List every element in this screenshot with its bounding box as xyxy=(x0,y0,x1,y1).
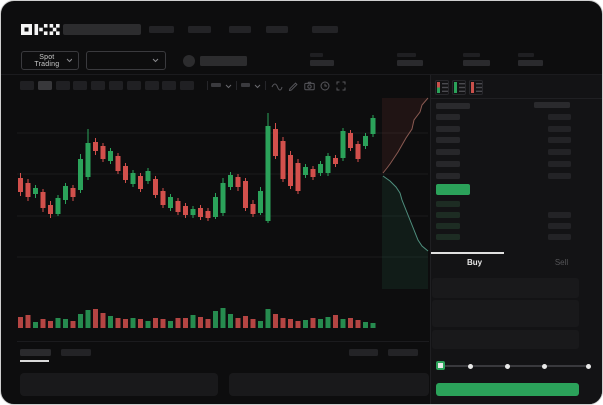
price-field[interactable] xyxy=(432,300,579,327)
timeframe-button[interactable] xyxy=(91,81,106,90)
ask-row[interactable] xyxy=(431,149,602,157)
bid-amount-placeholder xyxy=(548,212,571,218)
draw-icon[interactable] xyxy=(288,81,298,91)
bid-price-placeholder xyxy=(436,223,460,229)
nav-item[interactable] xyxy=(229,26,251,33)
bid-price-placeholder xyxy=(436,234,460,240)
amount-slider-stop[interactable] xyxy=(467,363,473,369)
ticker-stat-value xyxy=(518,60,543,66)
ask-price-placeholder xyxy=(436,160,460,167)
timeframe-button[interactable] xyxy=(55,81,70,90)
ask-row[interactable] xyxy=(431,137,602,145)
price-column-header xyxy=(436,103,470,109)
ticker-stat-value xyxy=(463,60,490,66)
ask-amount-placeholder xyxy=(548,137,571,144)
ask-price-placeholder xyxy=(436,125,460,132)
ticker-stat-value xyxy=(310,60,334,66)
timeframe-button[interactable] xyxy=(37,81,52,90)
nav-item[interactable] xyxy=(149,26,174,33)
indicator-wave-icon[interactable] xyxy=(271,82,283,91)
ask-amount-placeholder xyxy=(548,125,571,132)
nav-item[interactable] xyxy=(188,26,211,33)
order-type-field[interactable] xyxy=(432,278,579,298)
candle-style-dropdown[interactable] xyxy=(211,83,221,87)
nav-item[interactable] xyxy=(266,26,288,33)
bid-row[interactable] xyxy=(431,212,602,220)
timeframe-button[interactable] xyxy=(180,81,195,90)
tab-sell[interactable]: Sell xyxy=(554,258,569,267)
amount-slider-stop[interactable] xyxy=(504,363,510,369)
orderbook-panel: Buy Sell xyxy=(430,75,602,404)
amount-slider-stop[interactable] xyxy=(541,363,547,369)
ask-row[interactable] xyxy=(431,125,602,134)
ask-price-placeholder xyxy=(436,114,460,120)
ask-price-placeholder xyxy=(436,172,460,179)
amount-slider-stop[interactable] xyxy=(585,363,591,369)
timeframe-button[interactable] xyxy=(162,81,177,90)
orders-table-placeholder xyxy=(229,373,429,396)
bid-amount-placeholder xyxy=(548,234,571,240)
market-type-dropdown[interactable]: Spot Trading xyxy=(21,51,79,70)
ticker-stat-label xyxy=(310,53,323,57)
bid-price-placeholder xyxy=(436,212,460,218)
chevron-down-icon[interactable] xyxy=(225,84,232,89)
amount-column-header xyxy=(534,102,570,108)
amount-slider-handle[interactable] xyxy=(436,361,445,370)
ask-amount-placeholder xyxy=(548,160,571,167)
ask-price-placeholder xyxy=(436,149,460,156)
timeframe-button[interactable] xyxy=(73,81,88,90)
book-bids-icon[interactable] xyxy=(452,80,466,95)
ask-amount-placeholder xyxy=(548,149,571,156)
orders-tab-active[interactable] xyxy=(20,349,51,356)
camera-icon[interactable] xyxy=(304,81,315,91)
buy-tab-indicator xyxy=(431,252,504,254)
clock-icon[interactable] xyxy=(320,81,330,91)
search-bar[interactable] xyxy=(63,24,141,35)
bid-price-placeholder xyxy=(436,201,460,207)
ask-row[interactable] xyxy=(431,160,602,169)
ticker-stat-label xyxy=(463,53,480,57)
chevron-down-icon[interactable] xyxy=(254,84,261,89)
ask-row[interactable] xyxy=(431,114,602,122)
ask-row[interactable] xyxy=(431,172,602,181)
chevron-down-icon xyxy=(66,58,72,63)
token-icon xyxy=(183,55,195,67)
ticker-stat-value xyxy=(397,60,423,66)
ticker-stat-label xyxy=(397,53,416,57)
timeframe-button[interactable] xyxy=(126,81,141,90)
bid-row[interactable] xyxy=(431,234,602,242)
pair-name-placeholder xyxy=(200,56,247,66)
fullscreen-icon[interactable] xyxy=(336,81,346,91)
timeframe-button[interactable] xyxy=(109,81,123,90)
amount-field[interactable] xyxy=(432,330,579,349)
buy-submit-button[interactable] xyxy=(436,383,579,396)
bid-amount-placeholder xyxy=(548,223,571,229)
ticker-stat-label xyxy=(518,53,534,57)
book-combined-icon[interactable] xyxy=(435,80,449,95)
orders-control-placeholder[interactable] xyxy=(349,349,378,356)
orders-table-placeholder xyxy=(20,373,218,396)
active-tab-underline xyxy=(20,360,49,362)
timeframe-button[interactable] xyxy=(144,81,159,90)
okx-logo: OKX xyxy=(21,24,61,35)
timeframe-button[interactable] xyxy=(20,81,34,90)
market-type-label: Spot Trading xyxy=(34,53,60,68)
orders-control-placeholder[interactable] xyxy=(388,349,418,356)
bid-row[interactable] xyxy=(431,223,602,231)
last-price-badge[interactable] xyxy=(436,184,470,195)
pair-dropdown[interactable] xyxy=(86,51,166,70)
orders-tab[interactable] xyxy=(61,349,91,356)
amount-slider-track[interactable] xyxy=(440,365,588,367)
ask-amount-placeholder xyxy=(548,114,571,120)
interval-dropdown[interactable] xyxy=(241,83,250,87)
ask-amount-placeholder xyxy=(548,172,571,179)
ask-price-placeholder xyxy=(436,137,460,144)
nav-item[interactable] xyxy=(312,26,338,33)
chevron-down-icon xyxy=(152,58,159,63)
tab-buy[interactable]: Buy xyxy=(466,258,483,267)
book-asks-icon[interactable] xyxy=(469,80,483,95)
bid-row[interactable] xyxy=(431,201,602,209)
